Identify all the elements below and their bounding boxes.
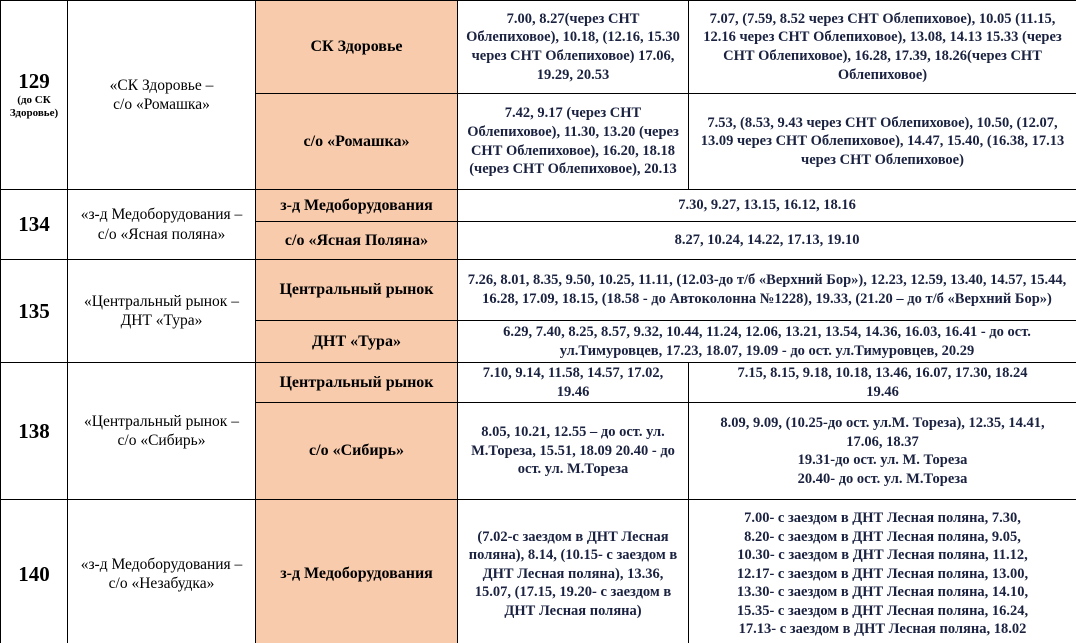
route-name-cell: «Центральный рынок – с/о «Сибирь» [67,361,256,501]
departure-times-cell: 7.30, 9.27, 13.15, 16.12, 18.16 [457,189,1076,222]
departure-times-cell: 8.09, 9.09, (10.25-до ост. ул.М. Тореза)… [688,402,1076,501]
stop-name-cell: з-д Медоборудования [255,499,458,643]
departure-times-cell: 7.10, 9.14, 11.58, 14.57, 17.02, 19.46 [457,361,689,404]
route-number-cell: 129 (до СК Здоровье) [0,0,68,190]
stop-name-cell: с/о «Сибирь» [255,402,458,501]
stop-name-cell: з-д Медоборудования [255,189,458,222]
departure-times-cell: 7.00- с заездом в ДНТ Лесная поляна, 7.3… [688,499,1076,643]
table-row: с/о «Сибирь» 8.05, 10.21, 12.55 – до ост.… [1,402,1076,501]
route-number: 138 [18,419,50,444]
route-name-cell: «з-д Медоборудования – с/о «Ясная поляна… [67,189,256,260]
table-row: 134 «з-д Медоборудования – с/о «Ясная пол… [0,189,1076,260]
table-row: 135 «Центральный рынок – ДНТ «Тура» Центра… [0,259,1076,363]
departure-times-cell: 7.26, 8.01, 8.35, 9.50, 10.25, 11.11, (1… [457,259,1076,321]
departure-times-cell: 7.07, (7.59, 8.52 через СНТ Облепиховое)… [688,0,1076,94]
route-number-cell: 140 [0,499,68,643]
route-number-cell: 138 [0,361,68,501]
table-row: с/о «Ясная Поляна» 8.27, 10.24, 14.22, 17… [1,221,1076,260]
stop-name-cell: СК Здоровье [255,0,458,94]
departure-times-cell: 8.05, 10.21, 12.55 – до ост. ул. М.Торез… [457,402,689,501]
stop-name-cell: с/о «Ясная Поляна» [255,221,458,260]
table-row: 140 «з-д Медоборудования – с/о «Незабудка… [0,499,1076,643]
departure-times-cell: 6.29, 7.40, 8.25, 8.57, 9.32, 10.44, 11.… [457,320,1076,363]
route-number: 135 [18,298,50,323]
stop-name-cell: Центральный рынок [255,259,458,321]
route-name-cell: «Центральный рынок – ДНТ «Тура» [67,259,256,363]
departure-times-cell: 8.27, 10.24, 14.22, 17.13, 19.10 [457,221,1076,260]
route-number-cell: 135 [0,259,68,363]
stop-name-cell: ДНТ «Тура» [255,320,458,363]
departure-times-cell: 7.42, 9.17 (через СНТ Облепиховое), 11.3… [457,93,689,190]
route-number: 134 [18,212,50,237]
departure-times-cell: 7.00, 8.27(через СНТ Облепиховое), 10.18… [457,0,689,94]
table-row: ДНТ «Тура» 6.29, 7.40, 8.25, 8.57, 9.32, … [1,320,1076,363]
route-number: 140 [18,562,50,587]
table-row: с/о «Ромашка» 7.42, 9.17 (через СНТ Облеп… [1,93,1076,190]
departure-times-cell: (7.02-с заездом в ДНТ Лесная поляна), 8.… [457,499,689,643]
departure-times-cell: 7.15, 8.15, 9.18, 10.18, 13.46, 16.07, 1… [688,361,1076,404]
route-number-note: (до СК Здоровье) [9,94,59,120]
departure-times-cell: 7.53, (8.53, 9.43 через СНТ Облепиховое)… [688,93,1076,190]
stop-name-cell: с/о «Ромашка» [255,93,458,190]
route-number-cell: 134 [0,189,68,260]
route-number: 129 [18,69,50,94]
table-row: 129 (до СК Здоровье) «СК Здоровье – с/о «Р… [0,0,1076,190]
stop-name-cell: Центральный рынок [255,361,458,404]
route-name-cell: «СК Здоровье – с/о «Ромашка» [67,0,256,190]
route-name-cell: «з-д Медоборудования – с/о «Незабудка» [67,499,256,643]
table-row: 138 «Центральный рынок – с/о «Сибирь» Цент… [0,361,1076,501]
